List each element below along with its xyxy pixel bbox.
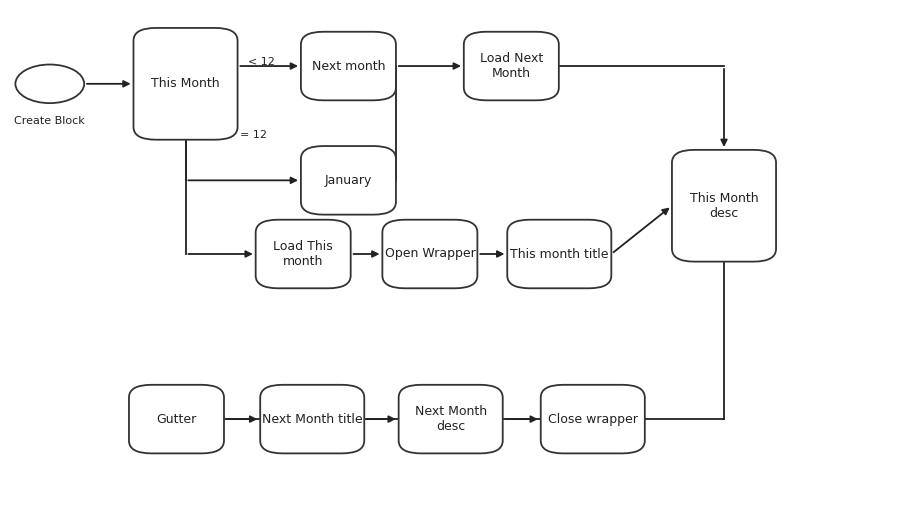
FancyBboxPatch shape [507, 219, 612, 289]
Text: = 12: = 12 [240, 130, 267, 140]
Text: < 12: < 12 [248, 57, 275, 67]
FancyBboxPatch shape [398, 385, 503, 454]
Text: Open Wrapper: Open Wrapper [385, 247, 475, 261]
FancyBboxPatch shape [382, 219, 478, 289]
FancyBboxPatch shape [134, 28, 237, 140]
FancyBboxPatch shape [129, 385, 224, 454]
Text: Next Month title: Next Month title [262, 412, 363, 426]
Text: Close wrapper: Close wrapper [548, 412, 638, 426]
FancyBboxPatch shape [301, 31, 396, 101]
FancyBboxPatch shape [672, 150, 776, 262]
FancyBboxPatch shape [541, 385, 644, 454]
FancyBboxPatch shape [463, 31, 558, 101]
FancyBboxPatch shape [261, 385, 364, 454]
Circle shape [15, 65, 84, 103]
Text: Create Block: Create Block [14, 116, 85, 126]
FancyBboxPatch shape [256, 219, 351, 289]
Text: Gutter: Gutter [157, 412, 196, 426]
Text: Next month: Next month [311, 59, 386, 73]
Text: Load This
month: Load This month [273, 240, 333, 268]
FancyBboxPatch shape [301, 146, 396, 214]
Text: This month title: This month title [510, 247, 608, 261]
Text: This Month: This Month [151, 77, 220, 90]
Text: Load Next
Month: Load Next Month [480, 52, 543, 80]
Text: This Month
desc: This Month desc [690, 192, 758, 220]
Text: January: January [325, 174, 372, 187]
Text: Next Month
desc: Next Month desc [414, 405, 487, 433]
